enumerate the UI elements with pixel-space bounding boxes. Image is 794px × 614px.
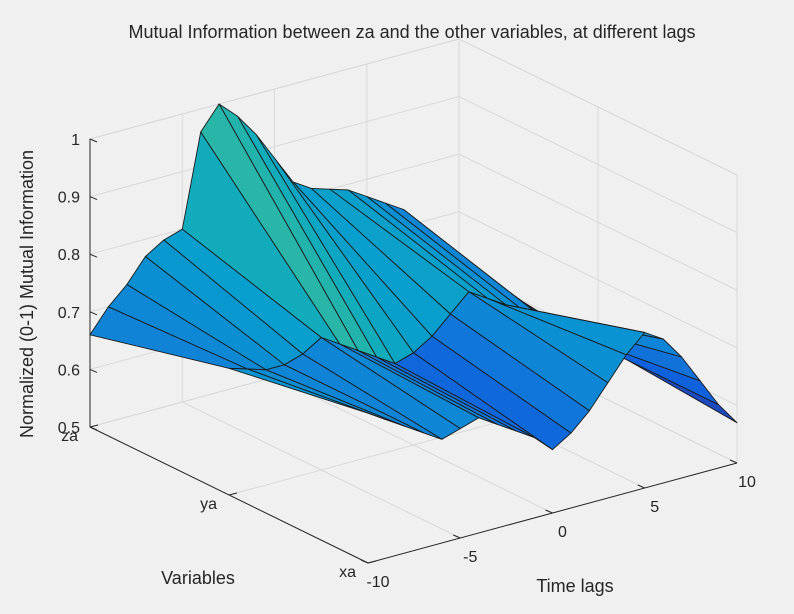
y-tick-label: xa [339, 564, 356, 581]
z-axis-label: Normalized (0-1) Mutual Information [17, 150, 37, 438]
x-tick-label: -10 [366, 574, 389, 591]
z-tick-label: 1 [71, 132, 80, 149]
surface-face [228, 367, 387, 421]
x-tick-mark [360, 559, 369, 564]
grid-line [89, 38, 738, 176]
x-tick-label: -5 [463, 549, 477, 566]
z-tick-mark [89, 426, 98, 431]
z-tick-mark [89, 311, 98, 316]
axis-lines [89, 138, 738, 564]
x-axis-label: Time lags [536, 576, 613, 596]
y-tick-label: za [61, 428, 78, 445]
z-tick-label: 0.9 [58, 190, 80, 207]
box-edge [89, 38, 460, 140]
x-tick-mark [729, 459, 738, 464]
x-tick-mark [545, 509, 553, 514]
y-axis-label: Variables [161, 568, 235, 588]
tick-labels: 0.5 0.6 0.7 0.8 0.9 1 xa ya za -10 -5 0 5 10 [58, 132, 756, 591]
y-tick-mark [89, 424, 99, 428]
chart-title: Mutual Information between za and the ot… [128, 22, 695, 42]
z-tick-mark [89, 138, 98, 143]
y-tick-label: ya [200, 496, 217, 513]
z-tick-mark [89, 368, 98, 373]
x-tick-label: 5 [650, 499, 659, 516]
y-tick-mark [228, 492, 238, 496]
z-tick-label: 0.6 [58, 362, 80, 379]
x-tick-label: 10 [738, 474, 756, 491]
z-tick-label: 0.8 [58, 247, 80, 264]
z-tick-mark [89, 196, 98, 201]
surface-mesh [89, 103, 738, 451]
z-tick-label: 0.7 [58, 305, 80, 322]
z-tick-mark [89, 253, 98, 258]
y-tick-mark [367, 560, 377, 564]
x-tick-label: 0 [558, 524, 567, 541]
x-tick-mark [637, 484, 645, 489]
box-edge [458, 38, 738, 176]
z-tick-label: 0.5 [58, 420, 80, 437]
x-tick-mark [453, 534, 461, 539]
